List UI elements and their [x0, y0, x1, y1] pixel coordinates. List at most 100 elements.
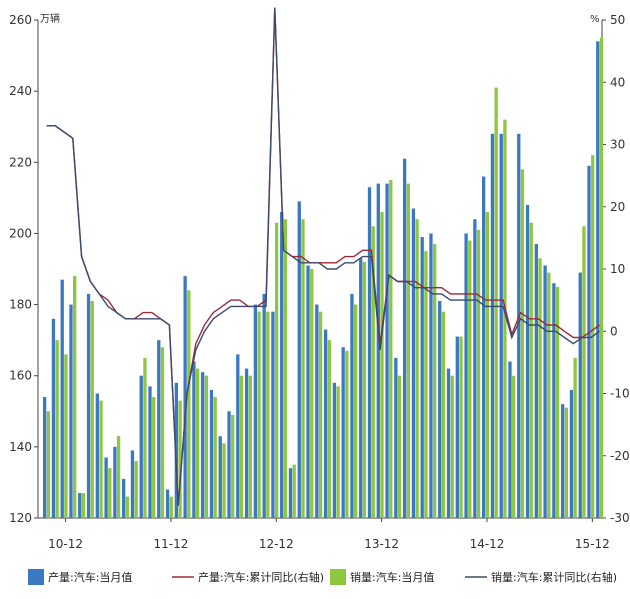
bar-production	[552, 283, 556, 518]
bar-sales	[204, 375, 209, 518]
bar-production	[359, 258, 363, 518]
legend-swatch	[330, 569, 346, 585]
bar-sales	[143, 357, 147, 518]
y-right-tick-label: -30	[610, 511, 630, 525]
bar-production	[482, 176, 486, 518]
bar-production	[165, 489, 170, 518]
bar-sales	[134, 461, 138, 518]
bar-sales	[231, 414, 235, 518]
bar-production	[174, 382, 178, 518]
bar-sales	[99, 400, 103, 518]
bar-production	[201, 372, 205, 518]
y-right-tick-label: 10	[610, 262, 625, 276]
bar-sales	[573, 357, 577, 518]
bar-production	[244, 368, 249, 518]
bar-sales	[450, 375, 454, 518]
bar-sales	[520, 169, 525, 518]
bar-production	[569, 389, 574, 518]
bar-sales	[529, 222, 533, 518]
bar-sales	[125, 496, 130, 518]
bar-production	[104, 457, 108, 518]
bar-production	[508, 361, 512, 518]
bar-sales	[555, 286, 560, 518]
x-tick-label: 10-12	[48, 537, 83, 551]
bar-sales	[336, 386, 340, 518]
x-tick-label: 14-12	[470, 537, 505, 551]
bar-production	[543, 265, 547, 518]
y-left-tick-label: 200	[9, 226, 32, 240]
bar-production	[420, 236, 424, 518]
legend-label: 销量:汽车:当月值	[350, 570, 434, 584]
bar-production	[209, 389, 214, 518]
legend-label: 销量:汽车:累计同比(右轴)	[491, 570, 617, 584]
x-tick-label: 12-12	[259, 537, 294, 551]
x-tick-label: 13-12	[364, 537, 399, 551]
bar-production	[332, 382, 337, 518]
bar-production	[394, 357, 398, 518]
bar-sales	[257, 311, 261, 518]
y-left-tick-label: 180	[9, 298, 32, 312]
bar-production	[446, 368, 451, 518]
bar-production	[578, 272, 582, 518]
bar-sales	[178, 400, 182, 518]
bar-sales	[441, 311, 446, 518]
bar-sales	[433, 244, 437, 518]
bar-production	[51, 318, 56, 518]
bar-sales	[415, 219, 419, 518]
bar-sales	[46, 411, 50, 518]
bar-production	[429, 233, 433, 518]
bar-sales	[459, 336, 463, 518]
bar-production	[297, 201, 301, 518]
y-left-unit: 万辆	[40, 12, 60, 25]
bar-production	[69, 304, 73, 518]
x-tick-label: 15-12	[575, 537, 610, 551]
bar-sales	[564, 407, 569, 518]
bar-sales	[397, 375, 402, 518]
bar-sales	[310, 269, 314, 518]
bar-production	[473, 219, 477, 518]
y-left-tick-label: 240	[9, 84, 32, 98]
bar-production	[78, 493, 82, 518]
bar-production	[323, 329, 328, 518]
bar-sales	[274, 222, 279, 518]
bar-production	[596, 41, 600, 518]
bar-production	[148, 386, 152, 518]
line-sales-yoy	[46, 7, 601, 506]
bar-production	[183, 276, 187, 518]
bar-sales	[283, 219, 288, 518]
bar-sales	[108, 468, 112, 518]
bar-production	[157, 340, 161, 518]
bar-sales	[512, 375, 516, 518]
bar-sales	[195, 368, 200, 518]
bar-sales	[538, 258, 542, 518]
bar-sales	[424, 251, 428, 518]
bar-sales	[599, 37, 604, 519]
bar-sales	[318, 311, 323, 518]
bar-production	[385, 183, 389, 518]
bar-production	[455, 336, 459, 518]
y-right-tick-label: 20	[610, 200, 625, 214]
bar-sales	[152, 397, 156, 518]
bar-sales	[380, 212, 384, 519]
bar-production	[525, 204, 530, 518]
bar-production	[271, 311, 275, 518]
bar-sales	[406, 183, 410, 518]
bar-sales	[213, 397, 217, 518]
bar-sales	[222, 443, 226, 518]
bar-sales	[301, 219, 305, 518]
bar-sales	[485, 212, 489, 519]
bar-sales	[187, 290, 191, 518]
bar-production	[490, 133, 495, 519]
bar-sales	[169, 496, 173, 518]
bar-sales	[362, 261, 367, 518]
bar-production	[236, 354, 240, 518]
bar-production	[262, 293, 266, 518]
bar-sales	[327, 340, 331, 518]
bar-sales	[55, 340, 59, 518]
y-right-tick-label: 0	[610, 324, 618, 338]
bar-sales	[582, 226, 586, 519]
bar-production	[464, 233, 468, 518]
y-right-tick-label: 50	[610, 13, 625, 27]
bar-production	[411, 208, 416, 518]
